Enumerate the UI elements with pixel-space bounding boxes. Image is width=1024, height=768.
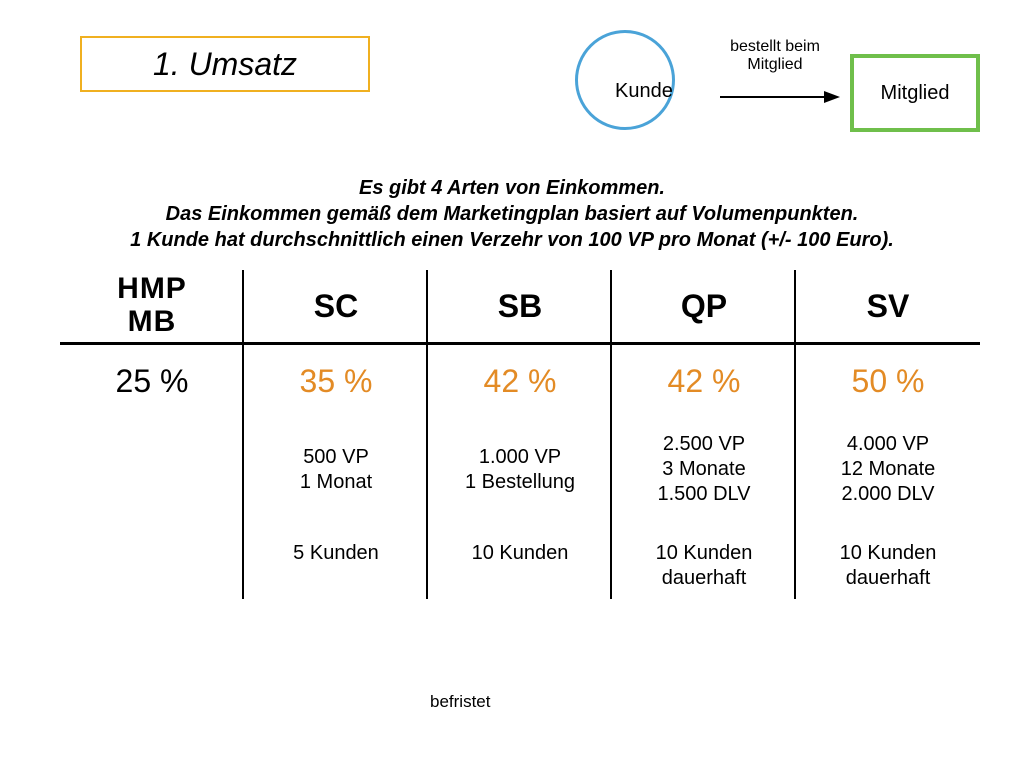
cust-cell-2: 10 Kunden bbox=[428, 527, 612, 599]
col-header-4: SV bbox=[796, 270, 980, 342]
col-header-0: HMP MB bbox=[60, 270, 244, 342]
col4-hdr: SV bbox=[867, 288, 910, 324]
intro-line2: Das Einkommen gemäß dem Marketingplan ba… bbox=[0, 201, 1024, 227]
cust3-line1: 10 Kunden bbox=[616, 541, 792, 566]
intro-line3: 1 Kunde hat durchschnittlich einen Verze… bbox=[0, 227, 1024, 253]
cust-cell-3: 10 Kunden dauerhaft bbox=[612, 527, 796, 599]
pct-cell-4: 50 % bbox=[796, 345, 980, 426]
col1-hdr: SC bbox=[314, 288, 358, 324]
col2-hdr: SB bbox=[498, 288, 542, 324]
cust-cell-4: 10 Kunden dauerhaft bbox=[796, 527, 980, 599]
req-cell-3: 2.500 VP 3 Monate 1.500 DLV bbox=[612, 426, 796, 527]
bestellt-label: bestellt beim Mitglied bbox=[720, 38, 830, 74]
req-cell-2: 1.000 VP 1 Bestellung bbox=[428, 426, 612, 527]
mitglied-box: Mitglied bbox=[850, 54, 980, 132]
pct-cell-2: 42 % bbox=[428, 345, 612, 426]
col3-hdr: QP bbox=[681, 288, 727, 324]
cust1-line1: 5 Kunden bbox=[248, 541, 424, 566]
intro-block: Es gibt 4 Arten von Einkommen. Das Einko… bbox=[0, 175, 1024, 253]
req-cell-1: 500 VP 1 Monat bbox=[244, 426, 428, 527]
levels-table: HMP MB SC SB QP SV 25 % 35 % 42 % 42 % 5… bbox=[60, 270, 980, 599]
kunde-label: Kunde bbox=[615, 80, 673, 103]
req2-line2: 1 Bestellung bbox=[465, 470, 575, 495]
pct-cell-3: 42 % bbox=[612, 345, 796, 426]
cust-cell-0 bbox=[60, 527, 244, 599]
req3-line3: 1.500 DLV bbox=[657, 482, 750, 507]
req4-line2: 12 Monate bbox=[841, 457, 936, 482]
col-header-3: QP bbox=[612, 270, 796, 342]
req-cell-4: 4.000 VP 12 Monate 2.000 DLV bbox=[796, 426, 980, 527]
bestellt-line2: Mitglied bbox=[720, 56, 830, 74]
col-header-2: SB bbox=[428, 270, 612, 342]
col-header-1: SC bbox=[244, 270, 428, 342]
pct-cell-1: 35 % bbox=[244, 345, 428, 426]
cust4-line1: 10 Kunden bbox=[800, 541, 976, 566]
req3-line1: 2.500 VP bbox=[663, 432, 745, 457]
pct-cell-0: 25 % bbox=[60, 345, 244, 426]
table-header-row: HMP MB SC SB QP SV bbox=[60, 270, 980, 342]
cust-cell-1: 5 Kunden bbox=[244, 527, 428, 599]
table-pct-row: 25 % 35 % 42 % 42 % 50 % bbox=[60, 345, 980, 426]
header-row: 1. Umsatz Kunde bestellt beim Mitglied M… bbox=[0, 36, 1024, 136]
req4-line3: 2.000 DLV bbox=[841, 482, 934, 507]
req2-line1: 1.000 VP bbox=[479, 445, 561, 470]
req1-line2: 1 Monat bbox=[300, 470, 372, 495]
title-text: 1. Umsatz bbox=[153, 46, 297, 83]
cust4-line2: dauerhaft bbox=[800, 566, 976, 591]
intro-line1: Es gibt 4 Arten von Einkommen. bbox=[0, 175, 1024, 201]
req1-line1: 500 VP bbox=[303, 445, 369, 470]
col0-hdr-top: HMP bbox=[64, 272, 240, 305]
cust2-line1: 10 Kunden bbox=[432, 541, 608, 566]
req-cell-0 bbox=[60, 426, 244, 527]
req4-line1: 4.000 VP bbox=[847, 432, 929, 457]
col0-hdr-bot: MB bbox=[64, 305, 240, 338]
table-req-row: 500 VP 1 Monat 1.000 VP 1 Bestellung 2.5… bbox=[60, 426, 980, 527]
mitglied-label: Mitglied bbox=[881, 82, 950, 105]
title-box: 1. Umsatz bbox=[80, 36, 370, 92]
cust3-line2: dauerhaft bbox=[616, 566, 792, 591]
bestellt-line1: bestellt beim bbox=[720, 38, 830, 56]
befristet-label: befristet bbox=[430, 692, 490, 712]
table-cust-row: 5 Kunden 10 Kunden 10 Kunden dauerhaft 1… bbox=[60, 527, 980, 599]
arrow-icon bbox=[720, 90, 840, 104]
req3-line2: 3 Monate bbox=[662, 457, 745, 482]
